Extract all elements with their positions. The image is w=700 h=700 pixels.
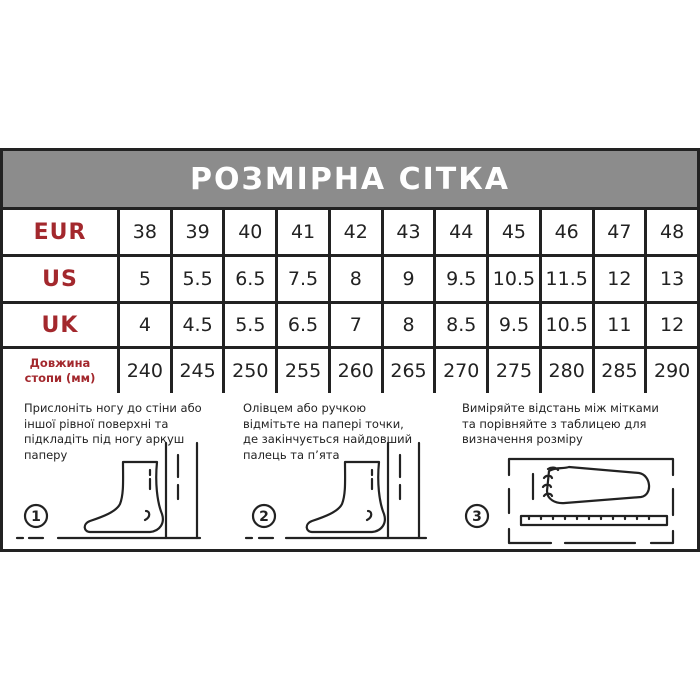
size-chart: РОЗМІРНА СІТКА EUR 38 39 40 41 42 43 44 45 46 47 48… [0,148,700,552]
size-cell-uk: 7 [330,304,381,346]
size-cell-eur: 41 [278,210,328,254]
size-cell-foot-length: 280 [541,349,592,393]
size-cell-foot-length: 260 [330,349,381,393]
size-cell-eur: 47 [594,210,645,254]
size-cell-us: 5 [120,257,170,301]
size-cell-foot-length: 275 [489,349,539,393]
step-3-text: Виміряйте відстань між мітками та порівн… [462,401,659,446]
size-cell-uk: 4.5 [172,304,223,346]
row-label-foot-length: Довжина стопи (мм) [3,349,117,393]
svg-text:3: 3 [472,509,482,525]
svg-text:2: 2 [259,509,269,525]
size-cell-foot-length: 285 [594,349,645,393]
step-2-illustration: 2 [244,441,428,540]
chart-title: РОЗМІРНА СІТКА [3,151,697,207]
size-cell-us: 6.5 [225,257,276,301]
size-cell-uk: 4 [120,304,170,346]
size-cell-eur: 42 [330,210,381,254]
size-cell-uk: 10.5 [541,304,592,346]
step-number-3-icon [464,503,490,529]
size-cell-us: 7.5 [278,257,328,301]
size-cell-us: 9.5 [436,257,487,301]
wall-icon [386,441,421,540]
wall-icon [164,441,199,540]
size-cell-us: 12 [594,257,645,301]
size-cell-eur: 48 [647,210,697,254]
size-cell-uk: 9.5 [489,304,539,346]
size-cell-uk: 5.5 [225,304,276,346]
size-cell-foot-length: 270 [436,349,487,393]
size-cell-foot-length: 240 [120,349,170,393]
size-cell-foot-length: 250 [225,349,276,393]
size-cell-uk: 8 [383,304,434,346]
step-1-illustration: 1 [15,441,202,540]
size-cell-uk: 11 [594,304,645,346]
size-cell-us: 8 [330,257,381,301]
foot-side-icon [305,460,386,534]
step-2-text: Олівцем або ручкою відмітьте на папері т… [243,401,413,462]
step-number-2-icon [251,503,277,529]
size-cell-eur: 44 [436,210,487,254]
foot-side-icon [83,460,164,534]
step-number-1-icon [23,503,49,529]
foot-top-icon [531,465,651,505]
instructions-panel: Прислоніть ногу до стіни або іншої рівно… [3,393,697,549]
size-cell-us: 13 [647,257,697,301]
row-label-eur: EUR [3,210,117,254]
size-cell-uk: 8.5 [436,304,487,346]
size-table: EUR 38 39 40 41 42 43 44 45 46 47 48 US 5 5.5 6.5 7.5 8 9 9… [3,210,697,393]
size-cell-eur: 46 [541,210,592,254]
ruler-icon [519,514,669,527]
size-cell-us: 10.5 [489,257,539,301]
size-cell-eur: 39 [172,210,223,254]
size-cell-foot-length: 290 [647,349,697,393]
size-cell-eur: 40 [225,210,276,254]
size-cell-eur: 43 [383,210,434,254]
paper-frame [507,457,675,545]
size-cell-eur: 45 [489,210,539,254]
size-cell-us: 11.5 [541,257,592,301]
size-cell-us: 9 [383,257,434,301]
size-cell-uk: 6.5 [278,304,328,346]
svg-text:1: 1 [31,509,41,525]
size-cell-foot-length: 245 [172,349,223,393]
size-cell-eur: 38 [120,210,170,254]
size-cell-foot-length: 255 [278,349,328,393]
size-cell-us: 5.5 [172,257,223,301]
size-cell-uk: 12 [647,304,697,346]
step-1-text: Прислоніть ногу до стіни або іншої рівно… [24,401,202,462]
row-label-us: US [3,257,117,301]
size-cell-foot-length: 265 [383,349,434,393]
row-label-uk: UK [3,304,117,346]
step-3-illustration: 3 [464,457,675,545]
